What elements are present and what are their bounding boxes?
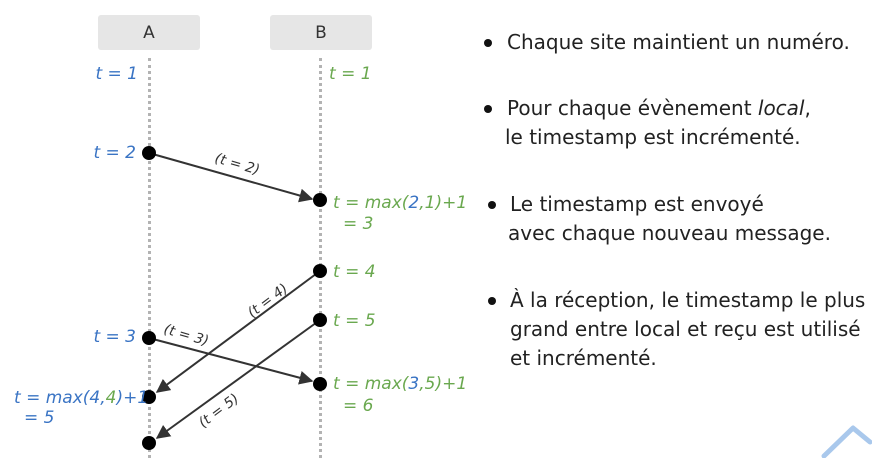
message-label-m3: (t = 3): [162, 321, 211, 349]
process-b-header: B: [270, 15, 372, 50]
timeline-diagram: (t = 2) (t = 4) (t = 3) (t = 5) t = 1 t …: [14, 64, 467, 450]
message-arrow-b-to-a-1: [155, 270, 321, 393]
bullet-text-3: Le timestamp est envoyé avec chaque nouv…: [508, 192, 831, 245]
timestamp-b-receive-2-line2: = 6: [343, 396, 374, 416]
event-b-receive-1: [313, 193, 327, 207]
timestamp-a-t1: t = 1: [95, 64, 138, 84]
event-a-receive-2: [142, 436, 156, 450]
message-label-m1: (t = 2): [213, 150, 262, 178]
bullet-text-4: À la réception, le timestamp le plus gra…: [510, 288, 866, 370]
bullet-dot: [484, 39, 492, 47]
bullet-text-2: Pour chaque évènement local, le timestam…: [505, 96, 811, 149]
bullet-dot: [488, 297, 496, 305]
bullet-dot: [488, 201, 496, 209]
timestamp-b-t1: t = 1: [329, 64, 372, 84]
timestamp-b-receive-2-line1: t = max(3,5)+1: [333, 374, 467, 394]
timestamp-b-receive-1-line2: = 3: [343, 214, 373, 234]
bullet-dot: [484, 105, 492, 113]
timestamp-a-receive-line1: t = max(4,4)+1: [14, 388, 148, 408]
event-b-t5: [313, 313, 327, 327]
message-arrow-a-to-b-1: [148, 152, 314, 203]
chevron-up-icon: [821, 425, 872, 458]
process-a-lifeline: [148, 58, 151, 458]
process-b-label: B: [315, 22, 327, 43]
bullet-text-1: Chaque site maintient un numéro.: [507, 30, 850, 54]
event-a-t3: [142, 331, 156, 345]
process-a-header: A: [98, 15, 200, 50]
event-b-t4: [313, 264, 327, 278]
event-a-t2: [142, 146, 156, 160]
timestamp-b-t4: t = 4: [333, 262, 376, 282]
message-arrow-b-to-a-2: [155, 319, 321, 439]
event-b-receive-2: [313, 377, 327, 391]
process-b-lifeline: [319, 58, 322, 458]
event-a-receive-1: [142, 390, 156, 404]
message-arrow-a-to-b-2: [148, 337, 314, 385]
timestamp-a-receive-line2: = 5: [24, 408, 54, 428]
message-label-m4: (t = 5): [196, 391, 242, 431]
timestamp-a-t3: t = 3: [93, 327, 136, 347]
timestamp-b-receive-1-line1: t = max(2,1)+1: [333, 193, 467, 213]
process-a-label: A: [143, 22, 155, 43]
timestamp-b-t5: t = 5: [333, 311, 376, 331]
message-label-m2: (t = 4): [245, 281, 291, 321]
timestamp-a-t2: t = 2: [93, 143, 136, 163]
